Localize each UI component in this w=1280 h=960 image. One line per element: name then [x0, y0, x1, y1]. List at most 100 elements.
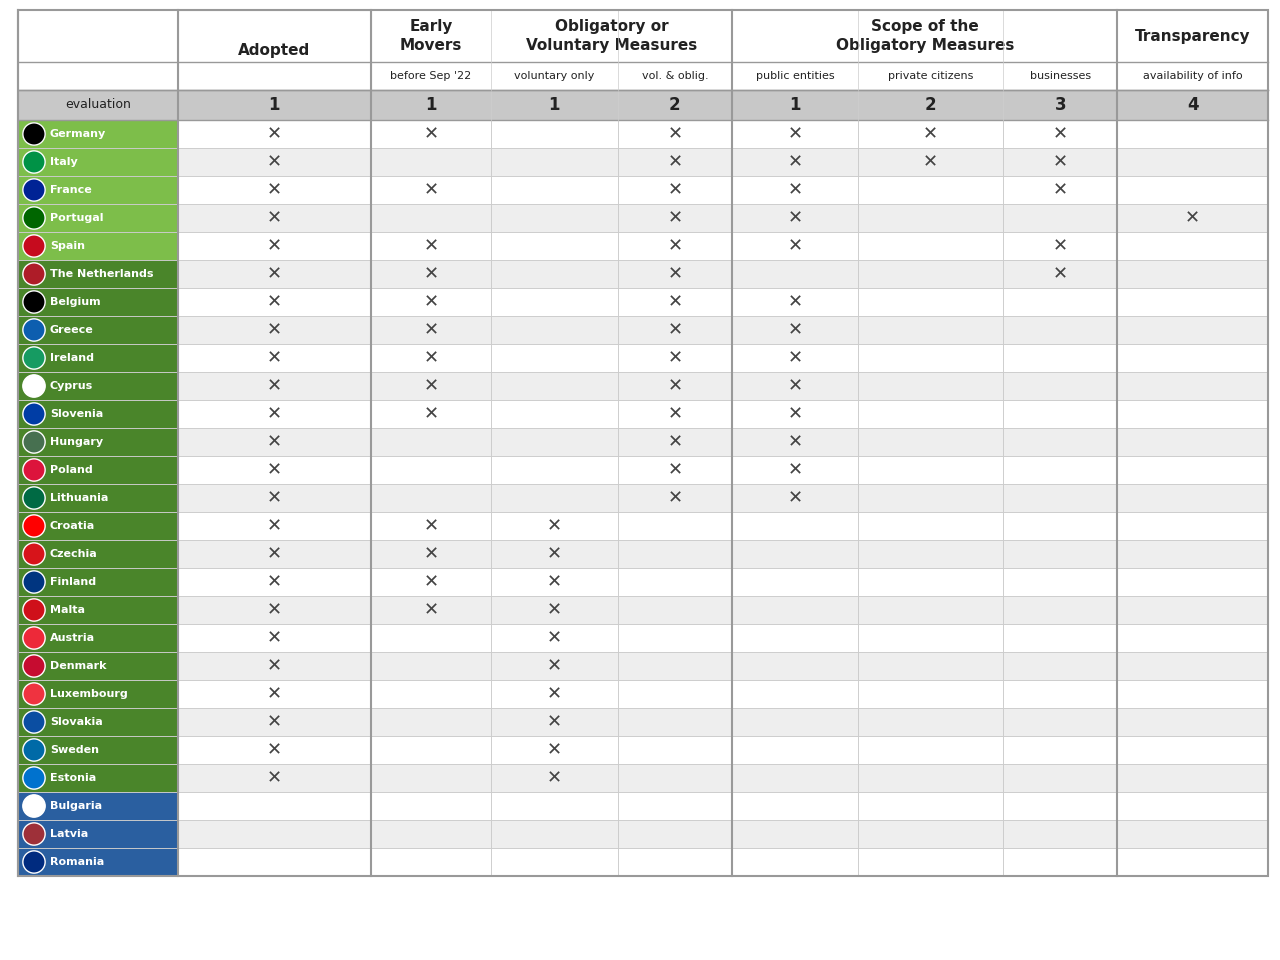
- Circle shape: [23, 543, 45, 564]
- Text: Portugal: Portugal: [50, 213, 104, 223]
- Bar: [859, 736, 1004, 764]
- Bar: [1117, 680, 1268, 708]
- Bar: [1004, 652, 1117, 680]
- Bar: [732, 568, 859, 596]
- Bar: [618, 764, 732, 792]
- Bar: [859, 400, 1004, 428]
- Bar: [859, 512, 1004, 540]
- Bar: [1117, 120, 1268, 148]
- Circle shape: [23, 348, 45, 369]
- Bar: [618, 260, 732, 288]
- Bar: [859, 372, 1004, 400]
- Bar: [1004, 232, 1117, 260]
- Bar: [492, 90, 618, 120]
- Text: Cyprus: Cyprus: [50, 381, 93, 391]
- Text: ✕: ✕: [424, 125, 439, 143]
- Text: ✕: ✕: [266, 769, 282, 787]
- Bar: [18, 372, 178, 400]
- Bar: [492, 204, 618, 232]
- Bar: [859, 204, 1004, 232]
- Bar: [492, 736, 618, 764]
- Bar: [492, 148, 618, 176]
- Text: 2: 2: [925, 96, 937, 114]
- Bar: [371, 596, 492, 624]
- Bar: [732, 764, 859, 792]
- Bar: [18, 652, 178, 680]
- Bar: [618, 344, 732, 372]
- Text: ✕: ✕: [424, 265, 439, 283]
- Text: before Sep '22: before Sep '22: [390, 71, 471, 81]
- Text: ✕: ✕: [266, 517, 282, 535]
- Bar: [492, 176, 618, 204]
- Bar: [178, 344, 371, 372]
- Bar: [732, 624, 859, 652]
- Circle shape: [23, 711, 45, 732]
- Circle shape: [23, 460, 45, 481]
- Text: voluntary only: voluntary only: [515, 71, 595, 81]
- Text: availability of info: availability of info: [1143, 71, 1243, 81]
- Bar: [371, 540, 492, 568]
- Text: ✕: ✕: [547, 685, 562, 703]
- Text: Hungary: Hungary: [50, 437, 104, 447]
- Text: vol. & oblig.: vol. & oblig.: [641, 71, 708, 81]
- Text: ✕: ✕: [266, 125, 282, 143]
- Circle shape: [23, 235, 45, 256]
- Text: ✕: ✕: [667, 321, 682, 339]
- Bar: [859, 90, 1004, 120]
- Bar: [1117, 820, 1268, 848]
- Text: Ireland: Ireland: [50, 353, 93, 363]
- Bar: [492, 568, 618, 596]
- Bar: [859, 428, 1004, 456]
- Text: ✕: ✕: [424, 349, 439, 367]
- Text: ✕: ✕: [787, 209, 803, 227]
- Text: ✕: ✕: [266, 153, 282, 171]
- Bar: [1117, 652, 1268, 680]
- Bar: [492, 540, 618, 568]
- Bar: [732, 204, 859, 232]
- Bar: [18, 400, 178, 428]
- Bar: [1004, 680, 1117, 708]
- Text: ✕: ✕: [667, 153, 682, 171]
- Bar: [178, 428, 371, 456]
- Bar: [1117, 456, 1268, 484]
- Bar: [492, 400, 618, 428]
- Circle shape: [23, 292, 45, 313]
- Bar: [732, 372, 859, 400]
- Bar: [618, 792, 732, 820]
- Bar: [1117, 568, 1268, 596]
- Bar: [492, 820, 618, 848]
- Bar: [859, 260, 1004, 288]
- Bar: [1117, 512, 1268, 540]
- Bar: [1004, 708, 1117, 736]
- Bar: [371, 792, 492, 820]
- Bar: [178, 176, 371, 204]
- Bar: [1117, 596, 1268, 624]
- Text: ✕: ✕: [787, 153, 803, 171]
- Bar: [859, 624, 1004, 652]
- Bar: [1117, 316, 1268, 344]
- Text: ✕: ✕: [266, 461, 282, 479]
- Text: ✕: ✕: [667, 489, 682, 507]
- Bar: [618, 288, 732, 316]
- Bar: [492, 792, 618, 820]
- Bar: [732, 176, 859, 204]
- Text: Czechia: Czechia: [50, 549, 97, 559]
- Text: ✕: ✕: [667, 265, 682, 283]
- Text: ✕: ✕: [547, 517, 562, 535]
- Text: ✕: ✕: [667, 349, 682, 367]
- Text: ✕: ✕: [1052, 181, 1068, 199]
- Circle shape: [23, 739, 45, 760]
- Text: ✕: ✕: [266, 657, 282, 675]
- Text: Estonia: Estonia: [50, 773, 96, 783]
- Bar: [1117, 204, 1268, 232]
- Text: ✕: ✕: [787, 433, 803, 451]
- Circle shape: [23, 180, 45, 201]
- Bar: [1004, 848, 1117, 876]
- Bar: [492, 596, 618, 624]
- Text: ✕: ✕: [787, 461, 803, 479]
- Text: Slovenia: Slovenia: [50, 409, 104, 419]
- Bar: [178, 120, 371, 148]
- Bar: [178, 456, 371, 484]
- Bar: [1117, 484, 1268, 512]
- Bar: [618, 400, 732, 428]
